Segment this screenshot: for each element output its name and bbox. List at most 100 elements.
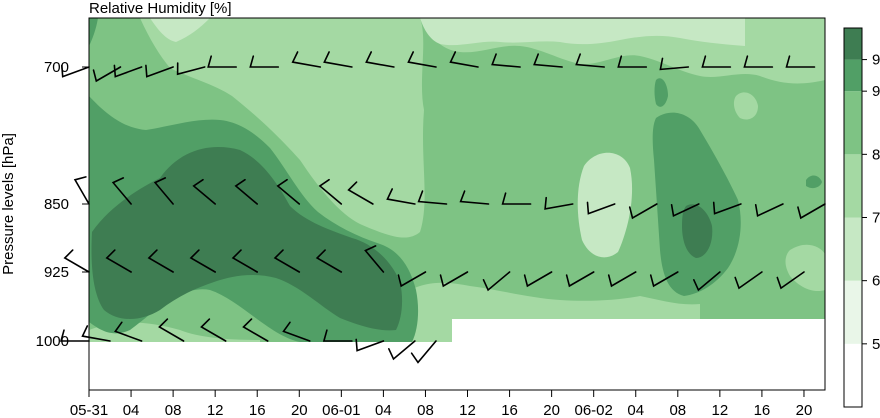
wind-barb-850 [797,203,826,220]
wind-barb-850 [544,196,574,210]
colorbar-tick-label: 95 [872,52,880,69]
wind-barb-700 [407,51,437,68]
wind-barb-700 [701,55,732,68]
wind-barb-700 [659,57,690,71]
colorbar-segment [844,280,862,344]
wind-barb-925 [315,249,343,273]
colorbar: 50 60 70 80 90 95 [843,27,880,408]
missing-data-left [89,342,452,390]
region-70-80-right [785,244,825,292]
x-tick-label: 05-31 [70,402,108,418]
wind-barb-850 [318,178,343,205]
wind-barb-925 [105,249,132,273]
x-tick-label: 12 [459,402,476,418]
wind-barb-1000 [388,340,416,361]
wind-barb-925 [649,271,679,288]
wind-barb-1000 [158,318,185,342]
wind-barbs [59,51,826,364]
wind-barb-1000 [322,329,353,342]
colorbar-segment [844,217,862,281]
wind-barb-925 [397,271,427,288]
wind-barb-850 [153,177,174,205]
colorbar-tick-label: 90 [872,83,880,100]
wind-barb-850 [459,190,490,205]
wind-barb-850 [586,201,616,215]
x-tick-label: 04 [375,402,392,418]
region-95-100-right [682,204,713,258]
region-70-80-mid-right [733,92,758,120]
region-90-95-spot [654,78,668,107]
x-tick-label: 12 [207,402,224,418]
region-90-95-spot-2 [806,175,822,189]
wind-barb-1000 [200,318,227,342]
wind-barb-850 [234,178,258,205]
x-tick-label: 16 [754,402,771,418]
wind-barb-850 [73,176,90,205]
wind-barb-700 [291,51,322,68]
wind-barb-850 [111,177,132,205]
wind-barb-925 [364,245,385,273]
colorbar-segment [844,28,862,60]
region-90-95-top-left [89,18,98,46]
y-axis: 700 850 925 1000 [36,59,89,350]
wind-barb-1000 [59,329,90,342]
x-tick-label: 04 [627,402,644,418]
wind-barb-850 [501,192,532,205]
colorbar-tick-label: 60 [872,273,880,290]
wind-barb-700 [785,55,816,68]
wind-barb-925 [734,271,763,290]
y-tick-label-700: 700 [44,59,69,76]
wind-barb-850 [628,203,658,220]
wind-barb-700 [145,64,174,78]
wind-barb-925 [231,249,258,273]
wind-barb-925 [776,271,805,290]
wind-barb-700 [323,51,353,68]
wind-barb-925 [523,271,553,288]
wind-barb-1000 [114,321,143,342]
wind-barb-925 [482,271,511,292]
wind-barb-1000 [242,318,269,342]
y-tick-label-925: 925 [44,264,69,281]
wind-barb-925 [63,249,90,273]
wind-barb-1000 [282,321,311,342]
colorbar-tick-label: 70 [872,210,880,227]
wind-barb-925 [147,249,174,273]
wind-barb-925 [693,271,721,292]
x-tick-label: 08 [669,402,686,418]
x-tick-label: 20 [291,402,308,418]
wind-barb-700 [176,62,206,76]
colorbar-tick-label: 50 [872,336,880,353]
y-axis-label: Pressure levels [hPa] [0,133,17,275]
wind-barb-1000 [355,338,385,352]
wind-barb-700 [533,53,563,68]
y-tick-label-1000: 1000 [36,333,69,350]
colorbar-tick-label: 80 [872,146,880,163]
wind-barb-850 [754,203,784,217]
chart-title: Relative Humidity [%] [89,0,232,17]
colorbar-segment [844,154,862,218]
wind-barb-850 [712,201,742,215]
wind-barb-925 [439,271,469,288]
wind-barb-850 [417,190,448,205]
wind-barb-925 [189,249,216,273]
region-60-70-peak [150,18,210,42]
wind-barb-700 [575,53,605,68]
wind-barb-925 [565,271,595,288]
region-95-100-left [91,147,403,331]
wind-barb-925 [273,249,301,273]
x-tick-label: 12 [712,402,729,418]
colorbar-segment [844,343,862,407]
humidity-field [89,18,825,390]
x-tick-label: 20 [543,402,560,418]
region-60-70-top [420,18,745,46]
x-tick-label: 06-01 [322,402,360,418]
wind-barb-700 [92,66,122,83]
region-70-80-top [140,18,425,238]
wind-barb-700 [491,53,521,68]
x-tick-label: 06-02 [574,402,612,418]
wind-barb-700 [249,55,280,68]
colorbar-segment [844,59,862,92]
wind-barb-850 [192,178,216,205]
wind-barb-700 [449,51,479,68]
